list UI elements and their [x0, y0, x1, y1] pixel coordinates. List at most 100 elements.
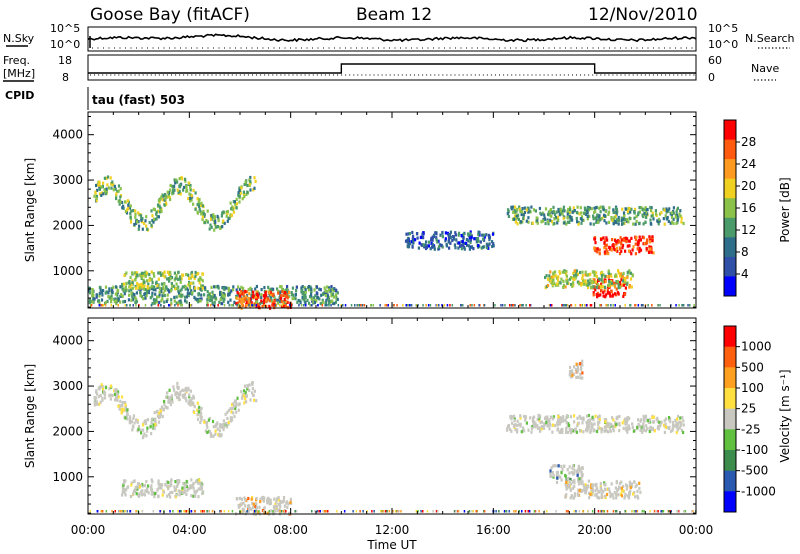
range-gate-cell	[611, 244, 614, 248]
range-gate-cell	[173, 178, 176, 182]
nave-dot	[555, 74, 557, 76]
range-gate-cell	[156, 414, 159, 418]
range-gate-cell	[245, 295, 248, 299]
range-gate-cell	[249, 299, 252, 303]
range-gate-cell	[573, 420, 576, 424]
range-gate-cell	[552, 464, 555, 468]
range-gate-cell	[91, 300, 94, 304]
range-gate-cell	[595, 206, 598, 210]
range-gate-cell	[671, 423, 675, 427]
velocity-colorbar-tick-label: 100	[741, 381, 764, 395]
range-gate-cell	[441, 245, 444, 249]
range-gate-cell	[242, 508, 246, 512]
near-range-cell	[463, 510, 466, 513]
range-gate-cell	[110, 186, 113, 190]
range-gate-cell	[176, 395, 179, 400]
range-gate-cell	[197, 272, 200, 276]
range-gate-cell	[569, 215, 572, 219]
range-gate-cell	[518, 422, 521, 426]
range-gate-cell	[212, 425, 215, 429]
range-gate-cell	[617, 292, 620, 296]
range-gate-cell	[625, 428, 628, 432]
range-gate-cell	[257, 305, 261, 309]
nsearch-dot	[669, 47, 671, 49]
near-range-cell	[386, 510, 388, 513]
range-gate-cell	[583, 488, 586, 492]
range-gate-cell	[604, 494, 607, 498]
range-gate-cell	[200, 284, 203, 288]
range-gate-cell	[134, 296, 137, 300]
range-gate-cell	[188, 192, 191, 196]
range-gate-cell	[175, 493, 178, 497]
range-gate-cell	[617, 493, 620, 497]
range-gate-cell	[628, 285, 631, 289]
range-gate-cell	[135, 271, 139, 275]
range-gate-cell	[95, 293, 98, 297]
range-gate-cell	[227, 300, 230, 304]
range-gate-cell	[144, 274, 147, 278]
range-gate-cell	[213, 285, 216, 289]
range-gate-cell	[163, 402, 166, 406]
range-gate-cell	[468, 236, 471, 240]
range-gate-cell	[264, 291, 267, 295]
nave-dot	[110, 74, 112, 76]
range-gate-cell	[570, 470, 573, 475]
range-gate-cell	[118, 407, 121, 411]
range-gate-cell	[135, 492, 138, 496]
range-gate-cell	[609, 495, 612, 499]
range-gate-cell	[610, 248, 613, 252]
range-gate-cell	[116, 392, 119, 396]
range-gate-cell	[514, 428, 517, 432]
range-gate-cell	[659, 423, 662, 427]
range-gate-cell	[577, 482, 581, 486]
nsearch-dot	[367, 47, 368, 49]
range-gate-cell	[562, 279, 565, 283]
range-gate-cell	[662, 423, 666, 427]
near-range-cell	[655, 510, 658, 513]
time-tick-label: 12:00	[375, 523, 410, 537]
range-gate-cell	[119, 200, 122, 204]
range-gate-cell	[115, 388, 118, 392]
range-gate-cell	[210, 298, 214, 302]
range-gate-cell	[158, 290, 161, 294]
near-range-cell	[501, 304, 504, 307]
range-gate-cell	[170, 479, 173, 483]
range-gate-cell	[113, 300, 116, 304]
range-gate-cell	[130, 209, 133, 213]
range-gate-cell	[277, 291, 280, 295]
nave-dot	[503, 74, 505, 76]
near-range-cell	[290, 304, 293, 307]
near-range-cell	[372, 304, 375, 307]
range-gate-cell	[602, 285, 605, 289]
range-gate-cell	[141, 227, 144, 231]
range-gate-cell	[492, 242, 495, 246]
freq-line	[88, 63, 696, 74]
near-range-cell	[538, 510, 540, 513]
range-gate-cell	[145, 480, 148, 484]
range-gate-cell	[199, 415, 202, 419]
range-gate-cell	[663, 419, 666, 423]
range-gate-cell	[676, 422, 679, 426]
range-gate-cell	[607, 269, 610, 273]
near-range-cell	[279, 304, 281, 307]
range-gate-cell	[652, 217, 655, 221]
range-gate-cell	[328, 288, 331, 292]
range-gate-cell	[150, 287, 153, 291]
range-gate-cell	[150, 277, 153, 281]
range-gate-cell	[104, 285, 108, 289]
range-gate-cell	[555, 210, 558, 214]
range-gate-cell	[113, 392, 117, 397]
nsearch-dot	[400, 47, 401, 49]
range-gate-cell	[608, 279, 611, 283]
nave-dot	[158, 74, 160, 76]
range-gate-cell	[584, 270, 587, 274]
range-gate-cell	[238, 287, 241, 291]
range-gate-cell	[126, 408, 129, 412]
range-gate-cell	[247, 496, 250, 501]
range-gate-cell	[613, 490, 616, 495]
range-gate-cell	[99, 385, 102, 389]
range-gate-cell	[166, 297, 169, 302]
range-gate-cell	[617, 222, 620, 226]
range-gate-cell	[566, 212, 569, 216]
range-gate-cell	[543, 422, 546, 426]
